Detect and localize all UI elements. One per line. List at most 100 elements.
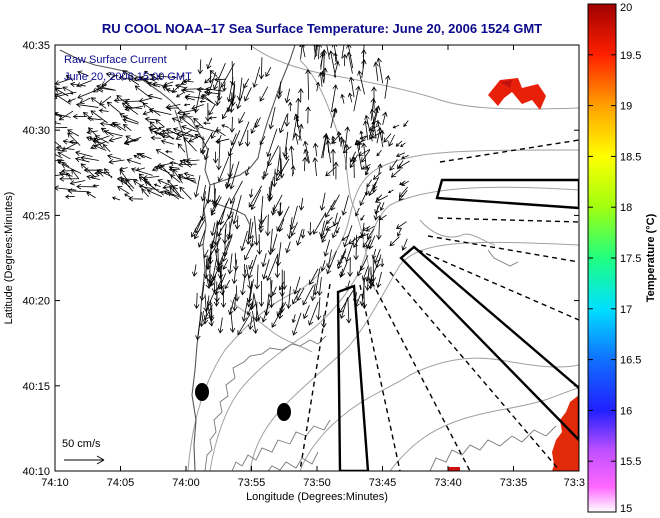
current-arrow	[389, 236, 400, 247]
current-arrow	[341, 235, 350, 241]
shelf-contours	[204, 249, 557, 471]
current-arrow	[373, 248, 381, 264]
current-arrow	[236, 83, 246, 110]
current-arrow	[268, 280, 274, 299]
current-arrow	[254, 264, 260, 290]
current-arrow	[284, 113, 290, 127]
y-tick-label: 40:35	[22, 40, 50, 52]
current-arrow	[142, 175, 160, 181]
current-arrow	[278, 158, 285, 179]
current-arrow	[303, 140, 310, 163]
current-arrow	[195, 124, 218, 133]
current-arrow	[155, 119, 165, 128]
current-arrow	[205, 240, 213, 271]
current-arrow	[183, 103, 191, 107]
current-arrow	[248, 221, 254, 240]
current-arrow	[182, 159, 193, 166]
current-arrow	[124, 193, 132, 199]
current-arrow	[339, 297, 348, 320]
current-arrow	[55, 127, 68, 129]
current-arrow	[208, 300, 214, 321]
current-arrow	[75, 150, 93, 158]
current-arrow	[146, 189, 163, 198]
current-arrow	[86, 129, 98, 135]
current-arrow	[222, 81, 227, 92]
current-arrow	[348, 235, 361, 245]
current-arrow	[169, 161, 179, 166]
current-arrow	[86, 191, 96, 199]
current-arrow	[258, 57, 265, 80]
current-arrow	[199, 100, 206, 104]
current-arrow	[259, 86, 269, 102]
current-arrow	[120, 176, 134, 192]
current-arrow	[362, 225, 371, 231]
current-arrow	[217, 156, 229, 182]
current-arrow	[160, 139, 174, 145]
current-arrow	[92, 184, 99, 188]
current-arrow	[216, 86, 223, 102]
current-arrow	[266, 186, 272, 199]
transect-lines	[299, 139, 579, 471]
current-arrow	[83, 167, 104, 173]
current-arrow	[281, 270, 288, 291]
current-arrow	[138, 97, 153, 104]
current-arrow	[293, 276, 301, 295]
current-arrow	[365, 225, 375, 232]
current-arrow	[333, 161, 339, 180]
current-arrow	[238, 121, 250, 147]
current-arrow	[152, 81, 164, 87]
current-arrow	[175, 129, 193, 140]
current-arrow	[210, 195, 221, 214]
current-arrow	[252, 310, 258, 334]
current-arrow	[102, 143, 111, 153]
current-arrow	[229, 307, 236, 333]
current-arrow	[168, 166, 181, 172]
current-arrow	[205, 186, 212, 205]
current-arrow	[387, 189, 394, 194]
current-arrow	[337, 248, 347, 266]
current-arrow	[357, 70, 365, 95]
current-arrow	[315, 81, 321, 92]
current-arrow	[312, 142, 319, 157]
map-title: RU COOL NOAA–17 Sea Surface Temperature:…	[102, 21, 542, 36]
current-arrow	[248, 259, 254, 270]
x-tick-label: 73:3	[564, 477, 585, 489]
current-arrow	[234, 215, 241, 230]
current-arrow	[344, 126, 350, 148]
current-arrow	[264, 293, 270, 316]
current-arrow	[403, 120, 409, 128]
current-arrow	[267, 176, 274, 202]
current-arrow	[300, 229, 306, 239]
current-arrow	[254, 117, 261, 129]
current-arrow	[203, 294, 209, 313]
current-arrow	[227, 197, 236, 220]
current-arrow	[232, 195, 242, 225]
current-arrow	[163, 81, 174, 87]
current-arrow	[106, 101, 121, 114]
current-arrow	[90, 110, 108, 124]
current-arrow	[226, 211, 234, 241]
current-arrow	[228, 83, 235, 114]
current-arrow	[92, 83, 107, 93]
current-arrow	[245, 218, 252, 245]
current-arrow	[203, 249, 209, 259]
current-arrow	[347, 257, 353, 278]
current-arrow	[165, 104, 181, 110]
current-arrow	[179, 160, 192, 168]
current-arrow	[150, 76, 162, 82]
current-arrow	[203, 121, 211, 125]
current-arrow	[370, 257, 377, 283]
current-arrow	[87, 115, 102, 122]
x-tick-label: 73:55	[238, 477, 266, 489]
current-arrow	[178, 116, 196, 129]
current-arrow	[203, 258, 209, 280]
current-arrow	[241, 298, 249, 322]
current-arrow	[382, 111, 388, 125]
current-arrow	[69, 81, 86, 88]
current-arrow	[122, 118, 139, 125]
current-arrow	[295, 228, 303, 246]
current-arrow	[193, 175, 201, 198]
current-arrow	[99, 121, 114, 127]
x-tick-label: 73:50	[303, 477, 331, 489]
current-arrow	[298, 123, 304, 141]
